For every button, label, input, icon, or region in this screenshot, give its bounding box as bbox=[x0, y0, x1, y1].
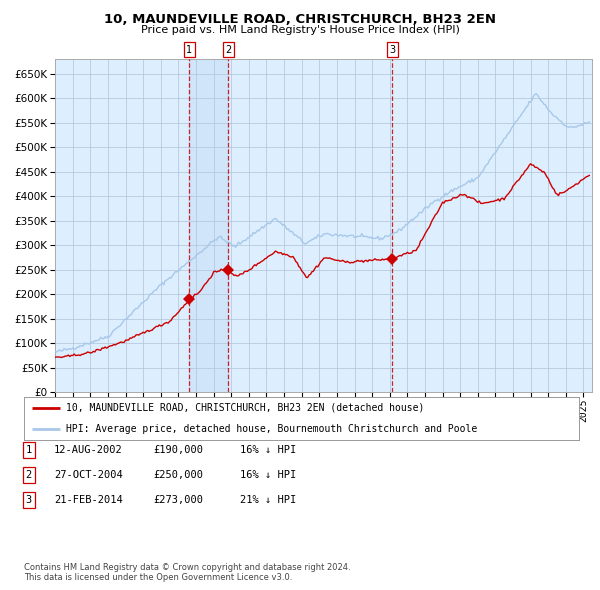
Text: 21-FEB-2014: 21-FEB-2014 bbox=[54, 496, 123, 505]
Text: 27-OCT-2004: 27-OCT-2004 bbox=[54, 470, 123, 480]
Text: HPI: Average price, detached house, Bournemouth Christchurch and Poole: HPI: Average price, detached house, Bour… bbox=[65, 424, 477, 434]
Text: Contains HM Land Registry data © Crown copyright and database right 2024.: Contains HM Land Registry data © Crown c… bbox=[24, 563, 350, 572]
Text: 2: 2 bbox=[225, 45, 231, 55]
Text: 1: 1 bbox=[26, 445, 32, 455]
Text: 21% ↓ HPI: 21% ↓ HPI bbox=[240, 496, 296, 505]
Text: 2: 2 bbox=[26, 470, 32, 480]
Text: £273,000: £273,000 bbox=[153, 496, 203, 505]
Text: 1: 1 bbox=[186, 45, 193, 55]
Text: 12-AUG-2002: 12-AUG-2002 bbox=[54, 445, 123, 455]
Text: 3: 3 bbox=[26, 496, 32, 505]
Text: This data is licensed under the Open Government Licence v3.0.: This data is licensed under the Open Gov… bbox=[24, 573, 292, 582]
Text: 16% ↓ HPI: 16% ↓ HPI bbox=[240, 445, 296, 455]
Bar bbox=[189, 59, 228, 392]
Text: 10, MAUNDEVILLE ROAD, CHRISTCHURCH, BH23 2EN: 10, MAUNDEVILLE ROAD, CHRISTCHURCH, BH23… bbox=[104, 13, 496, 26]
Text: £250,000: £250,000 bbox=[153, 470, 203, 480]
Text: £190,000: £190,000 bbox=[153, 445, 203, 455]
Text: 10, MAUNDEVILLE ROAD, CHRISTCHURCH, BH23 2EN (detached house): 10, MAUNDEVILLE ROAD, CHRISTCHURCH, BH23… bbox=[65, 403, 424, 412]
Text: 16% ↓ HPI: 16% ↓ HPI bbox=[240, 470, 296, 480]
Text: 3: 3 bbox=[389, 45, 395, 55]
Text: Price paid vs. HM Land Registry's House Price Index (HPI): Price paid vs. HM Land Registry's House … bbox=[140, 25, 460, 35]
